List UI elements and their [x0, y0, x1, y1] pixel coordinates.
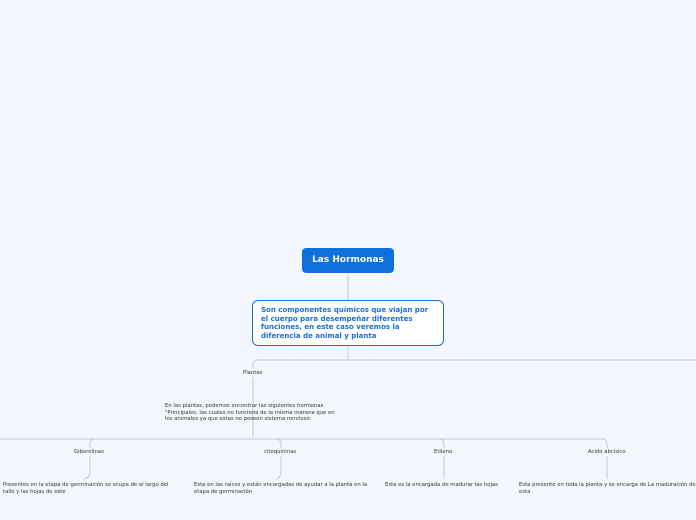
main-topic-text: Son componentes químicos que viajan por … [261, 306, 429, 340]
desc-etileno[interactable]: Esta es la encargada de madurar las hoja… [385, 482, 510, 489]
topic-plantas-label: Plantas [243, 370, 263, 376]
desc-citoquininas[interactable]: Esta en las raíces y están encargadas de… [194, 482, 372, 495]
topic-citoquininas[interactable]: citoquininas [264, 449, 296, 456]
topic-plantas-intro-text: En las plantas, podemos encontrar las si… [165, 403, 335, 423]
topic-citoquininas-label: citoquininas [264, 449, 297, 455]
topic-etileno[interactable]: Etileno [434, 449, 452, 456]
link-citoquininas-desc [275, 456, 282, 480]
desc-acido-abcisico[interactable]: Esta presente en toda la planta y se enc… [519, 482, 696, 495]
link-to-acido [253, 438, 608, 448]
topic-acido-abcisico-label: Acido abcisico [588, 449, 626, 455]
link-to-citoquininas [253, 438, 282, 448]
topic-giberelinas[interactable]: Giberelinas [74, 449, 104, 456]
desc-giberelinas[interactable]: Presentes en la etapa de germinación se … [3, 482, 181, 495]
desc-etileno-text: Esta es la encargada de madurar las hoja… [385, 482, 498, 488]
link-main-plantas [252, 359, 348, 369]
link-to-etileno [253, 438, 445, 448]
link-to-giberelinas [89, 438, 253, 448]
topic-giberelinas-label: Giberelinas [74, 449, 104, 455]
main-topic-definition[interactable]: Son componentes químicos que viajan por … [252, 300, 444, 346]
topic-plantas-intro[interactable]: En las plantas, podemos encontrar las si… [165, 403, 340, 423]
desc-giberelinas-text: Presentes en la etapa de germinación se … [3, 482, 169, 495]
desc-citoquininas-text: Esta en las raíces y están encargadas de… [194, 482, 368, 495]
topic-etileno-label: Etileno [434, 449, 453, 455]
root-node-las-hormonas[interactable]: Las Hormonas [302, 248, 394, 273]
desc-acido-abcisico-text: Esta presente en toda la planta y se enc… [519, 482, 696, 495]
topic-plantas[interactable]: Plantas [243, 370, 262, 377]
topic-acido-abcisico[interactable]: Acido abcisico [588, 449, 626, 456]
link-giberelinas-desc [83, 456, 91, 480]
root-node-label: Las Hormonas [312, 255, 384, 265]
